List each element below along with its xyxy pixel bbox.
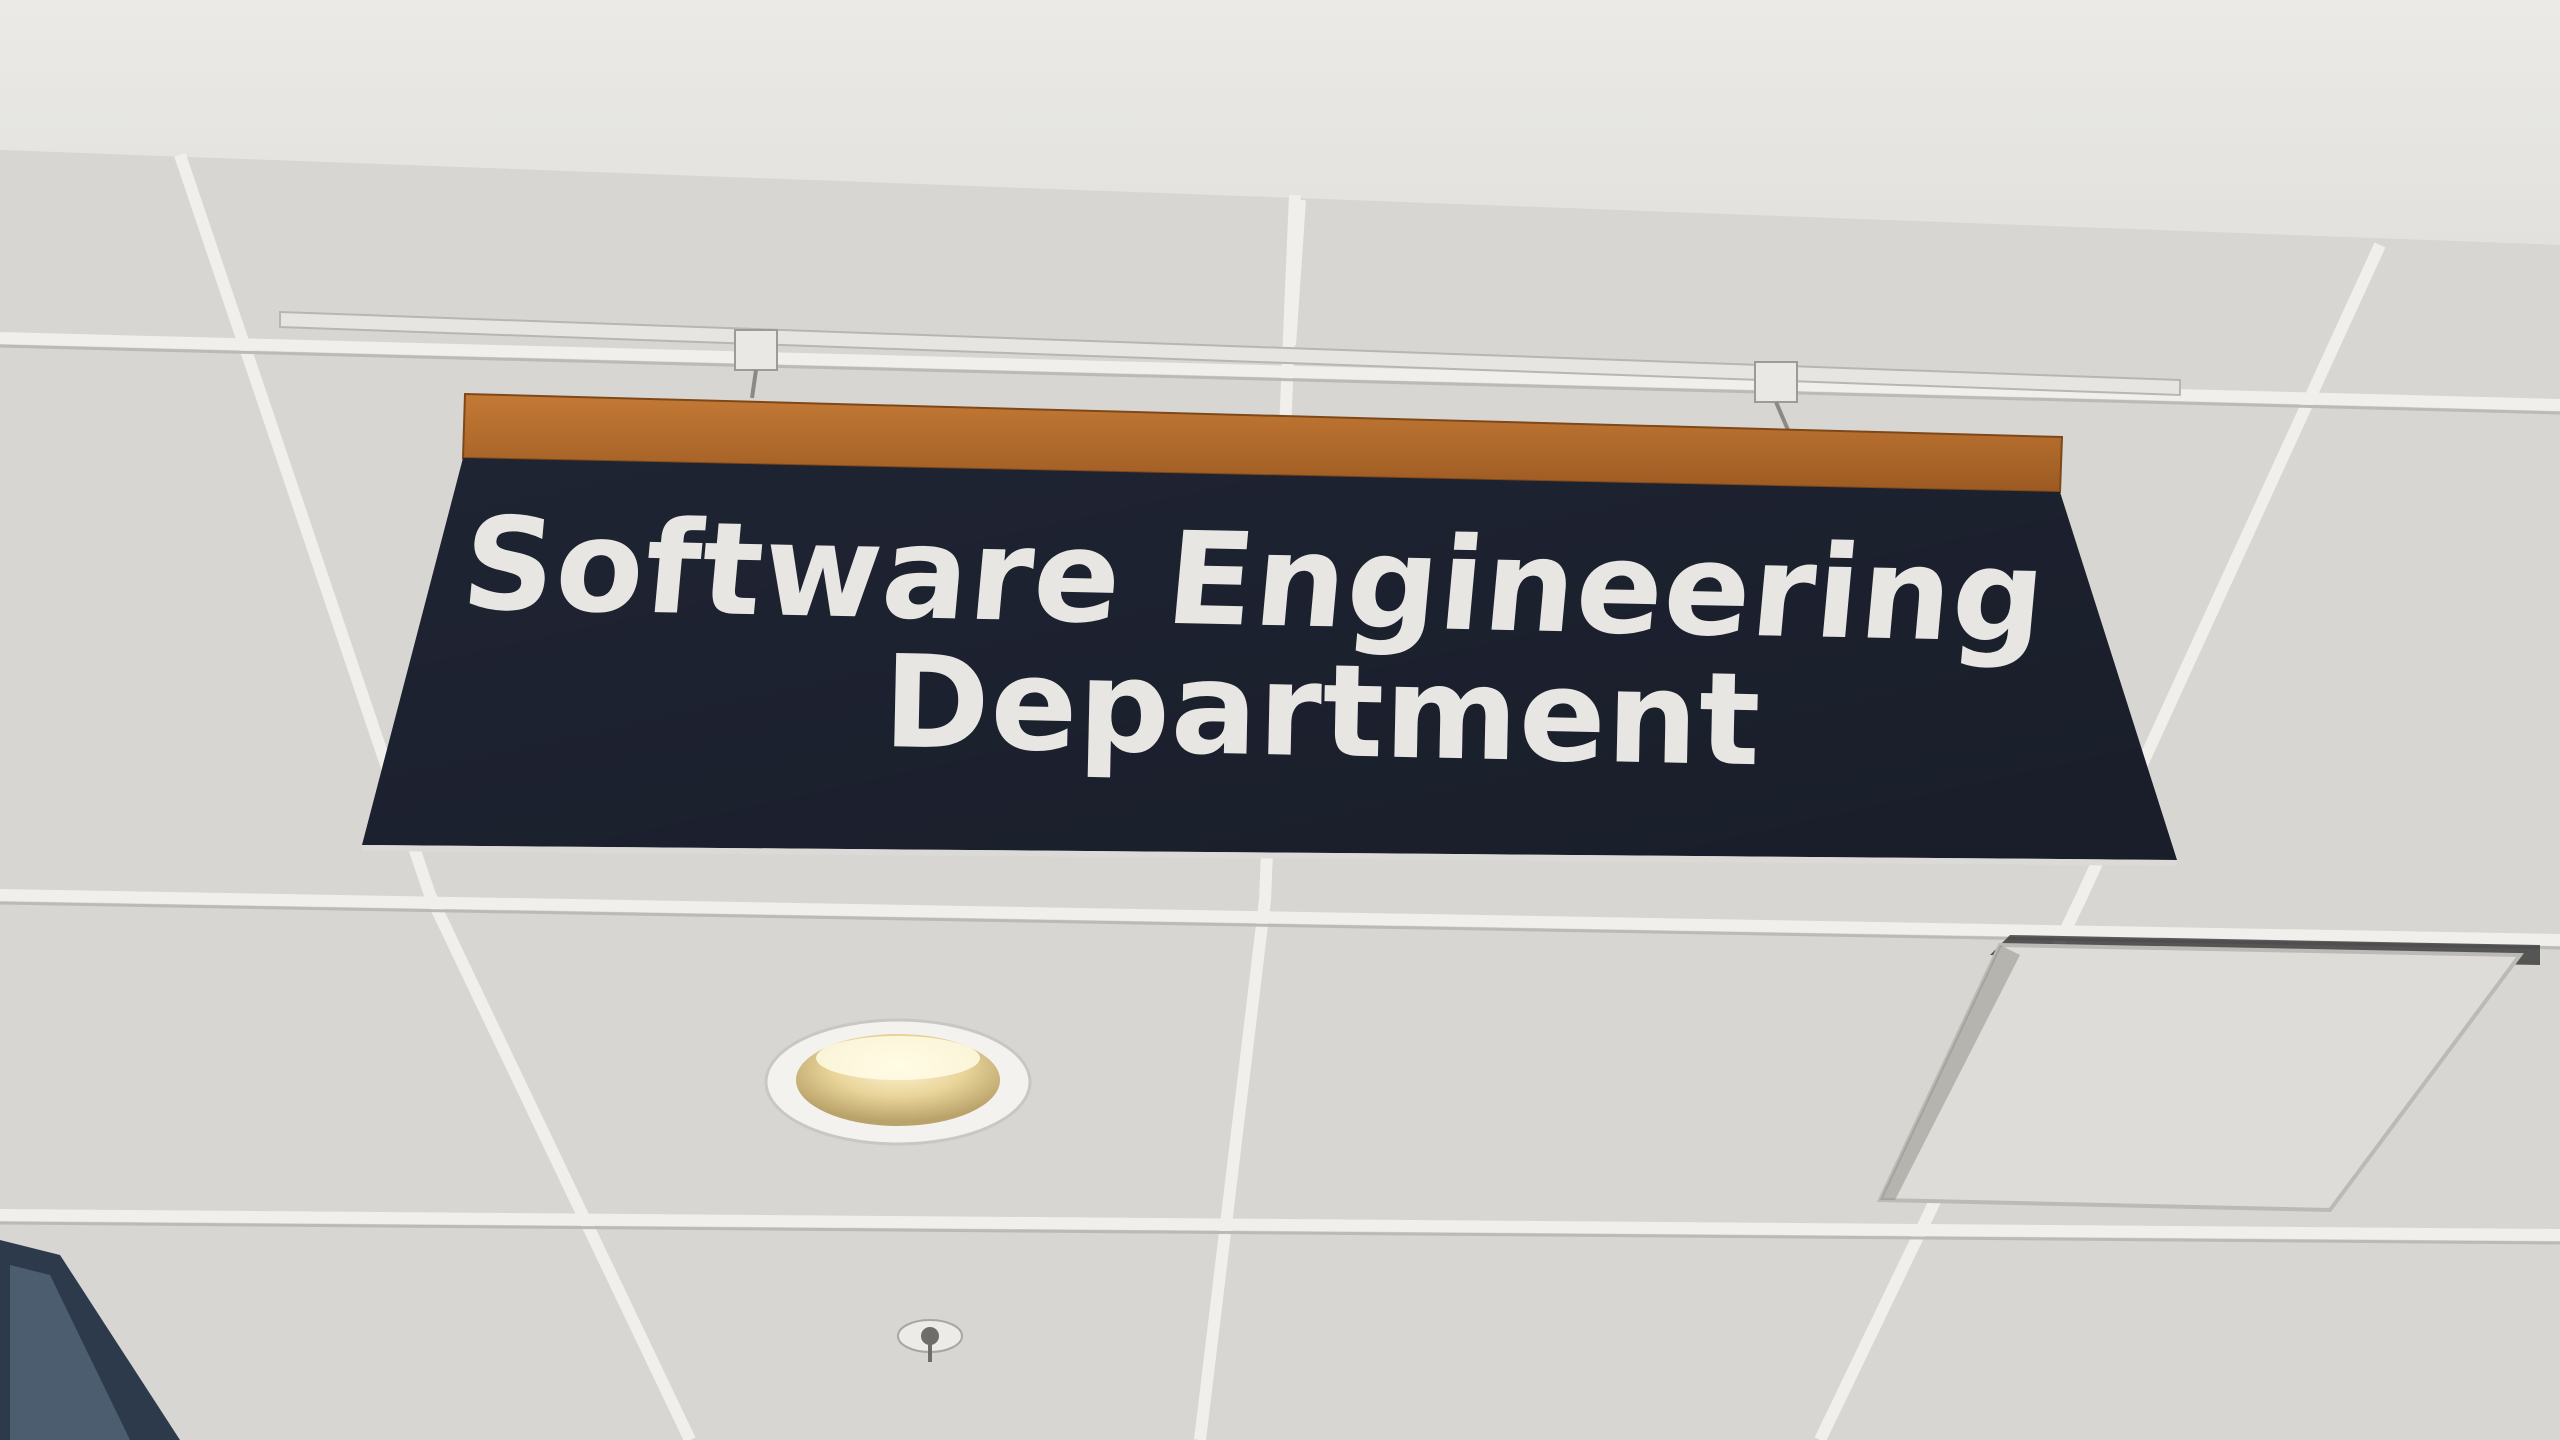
- ceiling-vent-icon: [1876, 935, 2540, 1213]
- recessed-light-icon: [764, 1018, 1032, 1146]
- wall-fixture-corner: [0, 1240, 180, 1440]
- sign-panel-shade: [362, 458, 2177, 860]
- sign-hanger-left: [734, 329, 778, 399]
- sprinkler-icon: [897, 1319, 963, 1362]
- sign-hanger-right: [1754, 361, 1798, 431]
- sign-panel-edge: [362, 845, 2177, 866]
- upper-wall: [0, 0, 2560, 245]
